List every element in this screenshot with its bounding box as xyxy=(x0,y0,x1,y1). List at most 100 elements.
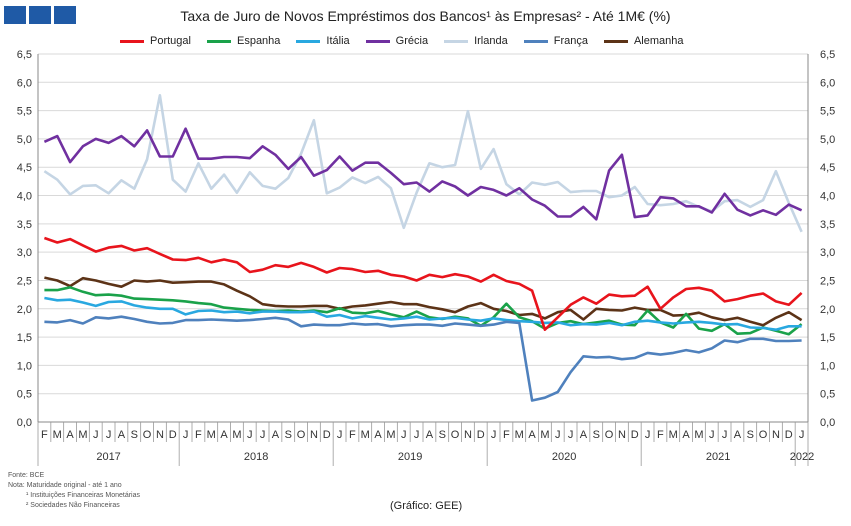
month-label: M xyxy=(361,429,370,441)
y-tick-label: 1,0 xyxy=(17,360,32,372)
month-label: M xyxy=(515,429,524,441)
month-label: J xyxy=(401,429,407,441)
month-label: M xyxy=(669,429,678,441)
legend-item: Itália xyxy=(296,35,350,47)
y-tick-label: 2,5 xyxy=(17,275,32,287)
series-line-frança xyxy=(44,315,802,402)
month-label: J xyxy=(414,429,420,441)
legend-item: Alemanha xyxy=(603,35,684,47)
month-label: J xyxy=(491,429,497,441)
month-label: A xyxy=(272,429,280,441)
month-label: S xyxy=(131,429,138,441)
month-label: J xyxy=(337,429,343,441)
series-line-grécia xyxy=(43,127,803,221)
month-label: M xyxy=(386,429,395,441)
month-label: A xyxy=(374,429,382,441)
y-tick-label: 6,5 xyxy=(17,49,32,61)
month-label: D xyxy=(785,429,793,441)
y-tick-label: 0,0 xyxy=(17,417,32,429)
month-label: D xyxy=(323,429,331,441)
legend-swatch xyxy=(444,39,469,43)
month-label: F xyxy=(41,429,48,441)
chart-legend: Portugal Espanha Itália Grécia Irlanda França… xyxy=(120,34,700,48)
chart-title: Taxa de Juro de Novos Empréstimos dos Ba… xyxy=(180,8,671,24)
footnote-2: ² Sociedades Não Financeiras xyxy=(26,502,120,509)
y-tick-label: 5,5 xyxy=(17,106,32,118)
month-label: J xyxy=(260,429,266,441)
month-label: M xyxy=(53,429,62,441)
month-label: S xyxy=(285,429,292,441)
gee-logo xyxy=(4,6,76,24)
month-label: S xyxy=(439,429,446,441)
legend-swatch xyxy=(603,39,628,43)
y-tick-label-right: 6,5 xyxy=(820,49,835,61)
month-label: M xyxy=(207,429,216,441)
month-label: J xyxy=(568,429,574,441)
y-tick-label-right: 2,0 xyxy=(820,304,835,316)
month-label: J xyxy=(709,429,715,441)
month-label: M xyxy=(694,429,703,441)
month-label: S xyxy=(593,429,600,441)
month-label: D xyxy=(169,429,177,441)
legend-swatch xyxy=(206,39,231,43)
legend-item: Portugal xyxy=(120,35,191,47)
logo-block xyxy=(54,6,76,24)
month-label: J xyxy=(722,429,728,441)
y-tick-label-right: 4,5 xyxy=(820,162,835,174)
legend-swatch xyxy=(365,39,390,43)
y-tick-label-right: 0,0 xyxy=(820,417,835,429)
series-line-portugal xyxy=(43,236,803,332)
month-label: N xyxy=(310,429,318,441)
month-label: M xyxy=(540,429,549,441)
month-label: J xyxy=(93,429,99,441)
y-tick-label-right: 3,5 xyxy=(820,219,835,231)
month-label: F xyxy=(657,429,664,441)
month-label: A xyxy=(66,429,74,441)
month-label: O xyxy=(759,429,768,441)
month-label: J xyxy=(247,429,253,441)
month-label: F xyxy=(349,429,356,441)
year-label: 2020 xyxy=(552,451,576,463)
month-label: M xyxy=(232,429,241,441)
legend-swatch xyxy=(120,39,144,43)
y-tick-label: 1,5 xyxy=(17,332,32,344)
legend-label: Grécia xyxy=(395,35,429,47)
month-label: J xyxy=(555,429,561,441)
month-label: J xyxy=(645,429,651,441)
y-tick-label: 2,0 xyxy=(17,304,32,316)
y-tick-label-right: 5,5 xyxy=(820,106,835,118)
month-label: N xyxy=(156,429,164,441)
month-label: O xyxy=(297,429,306,441)
legend-label: Portugal xyxy=(150,35,191,47)
legend-label: Alemanha xyxy=(633,35,684,47)
legend-label: Irlanda xyxy=(474,35,508,47)
y-tick-label-right: 5,0 xyxy=(820,134,835,146)
y-tick-label-right: 1,0 xyxy=(820,360,835,372)
footnote-1: ¹ Instituições Financeiras Monetárias xyxy=(26,492,140,499)
month-label: F xyxy=(195,429,202,441)
y-tick-label: 3,5 xyxy=(17,219,32,231)
series-line-espanha xyxy=(44,285,803,336)
y-tick-label-right: 0,5 xyxy=(820,389,835,401)
legend-item: Irlanda xyxy=(444,35,508,47)
month-label: D xyxy=(631,429,639,441)
month-label: A xyxy=(118,429,126,441)
month-label: S xyxy=(747,429,754,441)
logo-block xyxy=(29,6,51,24)
source-note: Fonte: BCE xyxy=(8,472,45,479)
legend-label: Espanha xyxy=(236,35,281,47)
month-label: M xyxy=(78,429,87,441)
legend-swatch xyxy=(523,39,548,43)
series-line-itália xyxy=(44,296,802,332)
month-label: J xyxy=(106,429,112,441)
month-label: A xyxy=(734,429,742,441)
legend-item: Espanha xyxy=(206,35,281,47)
year-label: 2019 xyxy=(398,451,422,463)
series-line-irlanda xyxy=(43,94,803,233)
month-label: J xyxy=(183,429,189,441)
maturity-note: Nota: Maturidade original - até 1 ano xyxy=(8,482,122,489)
year-label: 2022 xyxy=(790,451,814,463)
month-label: D xyxy=(477,429,485,441)
month-label: N xyxy=(772,429,780,441)
